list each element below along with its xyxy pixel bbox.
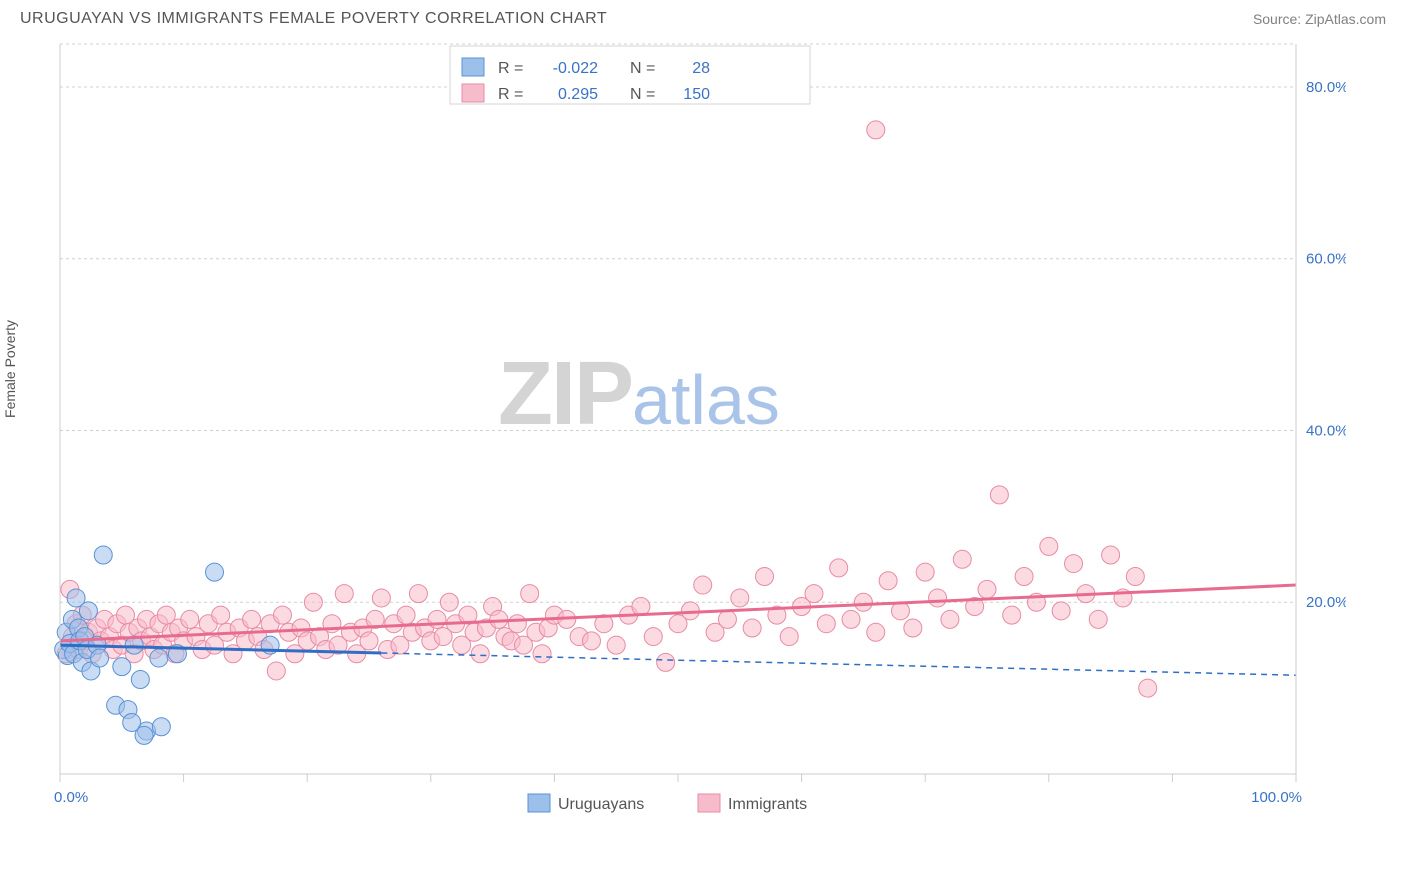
uruguayans-point [94, 546, 112, 564]
immigrants-point [267, 662, 285, 680]
svg-text:60.0%: 60.0% [1306, 251, 1346, 268]
immigrants-point [941, 610, 959, 628]
uruguayans-point [79, 602, 97, 620]
source-label: Source: ZipAtlas.com [1253, 11, 1386, 27]
uruguayans-point [123, 713, 141, 731]
legend-swatch [462, 58, 484, 76]
immigrants-point [953, 550, 971, 568]
immigrants-point [644, 628, 662, 646]
svg-text:80.0%: 80.0% [1306, 79, 1346, 96]
uruguayans-point [150, 649, 168, 667]
immigrants-point [1089, 610, 1107, 628]
immigrants-point [978, 580, 996, 598]
immigrants-point [990, 486, 1008, 504]
chart-container: Female Poverty 20.0%40.0%60.0%80.0%ZIPat… [20, 34, 1386, 884]
immigrants-point [830, 559, 848, 577]
immigrants-point [657, 653, 675, 671]
svg-text:150: 150 [683, 86, 710, 103]
legend-label-immigrants: Immigrants [728, 796, 807, 813]
immigrants-point [867, 121, 885, 139]
immigrants-point [756, 567, 774, 585]
immigrants-point [409, 585, 427, 603]
uruguayans-point [206, 563, 224, 581]
immigrants-point [243, 610, 261, 628]
uruguayans-point [113, 658, 131, 676]
immigrants-point [904, 619, 922, 637]
svg-text:R =: R = [498, 60, 523, 77]
immigrants-point [1065, 555, 1083, 573]
immigrants-point [582, 632, 600, 650]
uruguayans-point [131, 671, 149, 689]
immigrants-point [428, 610, 446, 628]
uruguayans-point [91, 649, 109, 667]
immigrants-point [273, 606, 291, 624]
immigrants-point [1003, 606, 1021, 624]
uruguayans-point [152, 718, 170, 736]
immigrants-point [1040, 537, 1058, 555]
svg-text:R =: R = [498, 86, 523, 103]
immigrants-point [694, 576, 712, 594]
immigrants-point [335, 585, 353, 603]
immigrants-point [471, 645, 489, 663]
immigrants-point [867, 623, 885, 641]
immigrants-point [780, 628, 798, 646]
immigrants-point [817, 615, 835, 633]
svg-text:40.0%: 40.0% [1306, 422, 1346, 439]
svg-text:100.0%: 100.0% [1251, 789, 1302, 806]
legend-swatch-uruguayans [528, 794, 550, 812]
immigrants-point [842, 610, 860, 628]
immigrants-point [521, 585, 539, 603]
immigrants-point [372, 589, 390, 607]
uruguayans-trend-extrap [381, 653, 1296, 675]
svg-text:ZIPatlas: ZIPatlas [498, 344, 780, 444]
immigrants-point [212, 606, 230, 624]
svg-text:N =: N = [630, 60, 655, 77]
immigrants-point [718, 610, 736, 628]
immigrants-point [731, 589, 749, 607]
chart-title: URUGUAYAN VS IMMIGRANTS FEMALE POVERTY C… [20, 10, 607, 28]
immigrants-point [181, 610, 199, 628]
legend-swatch [462, 84, 484, 102]
immigrants-point [533, 645, 551, 663]
immigrants-point [743, 619, 761, 637]
svg-text:N =: N = [630, 86, 655, 103]
svg-text:20.0%: 20.0% [1306, 594, 1346, 611]
legend-swatch-immigrants [698, 794, 720, 812]
immigrants-point [805, 585, 823, 603]
immigrants-point [1126, 567, 1144, 585]
immigrants-point [1015, 567, 1033, 585]
immigrants-point [632, 598, 650, 616]
immigrants-point [1139, 679, 1157, 697]
legend-label-uruguayans: Uruguayans [558, 796, 644, 813]
svg-text:0.295: 0.295 [558, 86, 598, 103]
immigrants-point [879, 572, 897, 590]
immigrants-point [916, 563, 934, 581]
immigrants-point [397, 606, 415, 624]
svg-text:-0.022: -0.022 [553, 60, 598, 77]
immigrants-point [929, 589, 947, 607]
svg-text:28: 28 [692, 60, 710, 77]
immigrants-point [304, 593, 322, 611]
immigrants-point [440, 593, 458, 611]
immigrants-point [508, 615, 526, 633]
svg-text:0.0%: 0.0% [54, 789, 88, 806]
correlation-scatter-chart: 20.0% 40.0% 60.0% 80.0% ZIPatlas 0.0% 100.0% R … [20, 34, 1346, 884]
y-axis-label: Female Poverty [2, 320, 18, 418]
immigrants-point [607, 636, 625, 654]
immigrants-point [854, 593, 872, 611]
immigrants-point [1052, 602, 1070, 620]
immigrants-point [1102, 546, 1120, 564]
immigrants-point [360, 632, 378, 650]
